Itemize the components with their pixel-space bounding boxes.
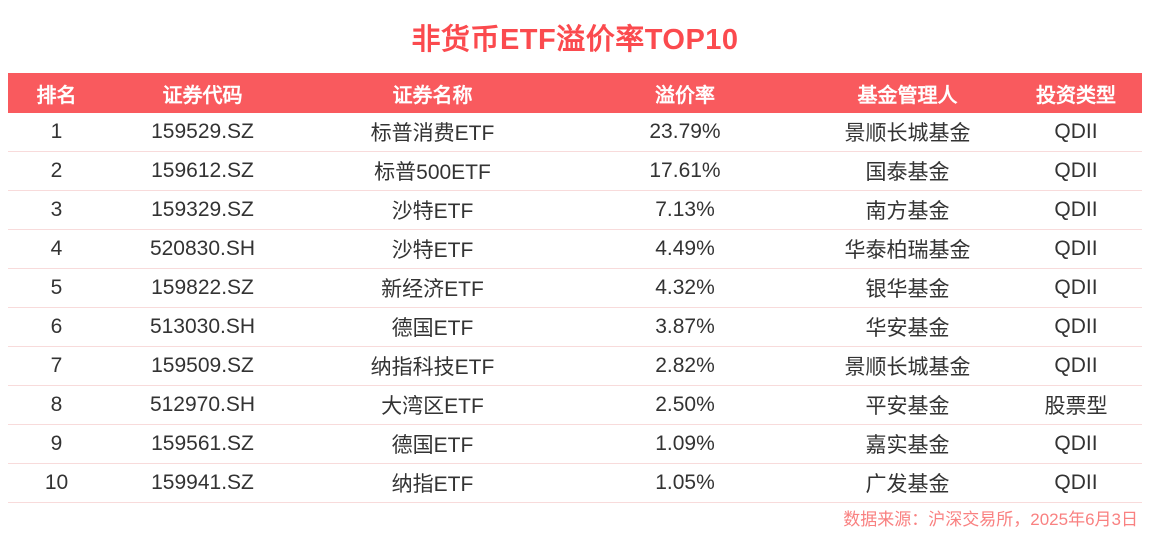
table-cell-manager: 景顺长城基金 <box>805 113 1010 152</box>
column-header-manager: 基金管理人 <box>805 73 1010 113</box>
table-cell-type: QDII <box>1010 268 1142 308</box>
table-cell-code: 159329.SZ <box>105 190 300 230</box>
table-cell-rank: 4 <box>8 229 105 269</box>
table-head: 排名 证券代码 证券名称 溢价率 基金管理人 投资类型 <box>8 73 1142 113</box>
table-cell-type: QDII <box>1010 229 1142 269</box>
table-cell-manager: 南方基金 <box>805 190 1010 230</box>
table-row: 8 512970.SH 大湾区ETF 2.50% 平安基金 股票型 <box>8 385 1142 425</box>
table-cell-name: 沙特ETF <box>300 229 565 269</box>
table-cell-name: 标普消费ETF <box>300 113 565 152</box>
table-row: 5 159822.SZ 新经济ETF 4.32% 银华基金 QDII <box>8 268 1142 308</box>
table-cell-code: 513030.SH <box>105 307 300 347</box>
column-header-rank: 排名 <box>8 73 105 113</box>
table-cell-premium: 7.13% <box>565 190 805 230</box>
data-source-note: 数据来源：沪深交易所，2025年6月3日 <box>843 510 1138 529</box>
table-cell-rank: 3 <box>8 190 105 230</box>
table-cell-manager: 景顺长城基金 <box>805 346 1010 386</box>
table-cell-manager: 银华基金 <box>805 268 1010 308</box>
table-cell-code: 159822.SZ <box>105 268 300 308</box>
table-cell-premium: 3.87% <box>565 307 805 347</box>
table-cell-premium: 2.82% <box>565 346 805 386</box>
table-cell-manager: 华泰柏瑞基金 <box>805 229 1010 269</box>
table-header-row: 排名 证券代码 证券名称 溢价率 基金管理人 投资类型 <box>8 73 1142 113</box>
table-cell-premium: 4.32% <box>565 268 805 308</box>
table-cell-code: 159561.SZ <box>105 424 300 464</box>
table-cell-manager: 国泰基金 <box>805 151 1010 191</box>
table-body: 1 159529.SZ 标普消费ETF 23.79% 景顺长城基金 QDII 2 159612… <box>8 113 1142 503</box>
table-cell-rank: 1 <box>8 113 105 152</box>
table-cell-rank: 8 <box>8 385 105 425</box>
table-cell-premium: 1.05% <box>565 463 805 503</box>
table-cell-type: QDII <box>1010 346 1142 386</box>
table-row: 6 513030.SH 德国ETF 3.87% 华安基金 QDII <box>8 307 1142 347</box>
column-header-type: 投资类型 <box>1010 73 1142 113</box>
table-cell-rank: 2 <box>8 151 105 191</box>
table-cell-rank: 10 <box>8 463 105 503</box>
column-header-premium: 溢价率 <box>565 73 805 113</box>
table-row: 9 159561.SZ 德国ETF 1.09% 嘉实基金 QDII <box>8 424 1142 464</box>
table-row: 10 159941.SZ 纳指ETF 1.05% 广发基金 QDII <box>8 463 1142 503</box>
table-cell-premium: 23.79% <box>565 113 805 152</box>
table-cell-premium: 2.50% <box>565 385 805 425</box>
table-row: 7 159509.SZ 纳指科技ETF 2.82% 景顺长城基金 QDII <box>8 346 1142 386</box>
table-cell-rank: 6 <box>8 307 105 347</box>
table-cell-name: 标普500ETF <box>300 151 565 191</box>
table-row: 1 159529.SZ 标普消费ETF 23.79% 景顺长城基金 QDII <box>8 113 1142 152</box>
table-cell-premium: 1.09% <box>565 424 805 464</box>
table-cell-manager: 广发基金 <box>805 463 1010 503</box>
table-cell-code: 159509.SZ <box>105 346 300 386</box>
table-row: 4 520830.SH 沙特ETF 4.49% 华泰柏瑞基金 QDII <box>8 229 1142 269</box>
table-cell-code: 512970.SH <box>105 385 300 425</box>
table-cell-type: QDII <box>1010 113 1142 152</box>
table-cell-premium: 4.49% <box>565 229 805 269</box>
table-cell-type: QDII <box>1010 424 1142 464</box>
table-cell-code: 159941.SZ <box>105 463 300 503</box>
table-cell-manager: 华安基金 <box>805 307 1010 347</box>
table-cell-rank: 7 <box>8 346 105 386</box>
table-cell-manager: 嘉实基金 <box>805 424 1010 464</box>
table-cell-rank: 5 <box>8 268 105 308</box>
etf-premium-table: 排名 证券代码 证券名称 溢价率 基金管理人 投资类型 1 159529.SZ 标普消费ETF… <box>8 73 1142 503</box>
table-cell-type: QDII <box>1010 190 1142 230</box>
table-cell-name: 沙特ETF <box>300 190 565 230</box>
table-cell-name: 德国ETF <box>300 307 565 347</box>
table-cell-type: QDII <box>1010 463 1142 503</box>
table-row: 3 159329.SZ 沙特ETF 7.13% 南方基金 QDII <box>8 190 1142 230</box>
column-header-code: 证券代码 <box>105 73 300 113</box>
table-row: 2 159612.SZ 标普500ETF 17.61% 国泰基金 QDII <box>8 151 1142 191</box>
table-cell-type: 股票型 <box>1010 385 1142 425</box>
table-cell-premium: 17.61% <box>565 151 805 191</box>
table-cell-code: 159612.SZ <box>105 151 300 191</box>
table-cell-name: 大湾区ETF <box>300 385 565 425</box>
table-cell-name: 纳指科技ETF <box>300 346 565 386</box>
page-title: 非货币ETF溢价率TOP10 <box>411 24 739 56</box>
table-cell-name: 纳指ETF <box>300 463 565 503</box>
table-cell-name: 德国ETF <box>300 424 565 464</box>
column-header-name: 证券名称 <box>300 73 565 113</box>
table-cell-manager: 平安基金 <box>805 385 1010 425</box>
table-cell-code: 159529.SZ <box>105 113 300 152</box>
table-cell-name: 新经济ETF <box>300 268 565 308</box>
table-cell-code: 520830.SH <box>105 229 300 269</box>
table-cell-rank: 9 <box>8 424 105 464</box>
table-cell-type: QDII <box>1010 307 1142 347</box>
table-cell-type: QDII <box>1010 151 1142 191</box>
